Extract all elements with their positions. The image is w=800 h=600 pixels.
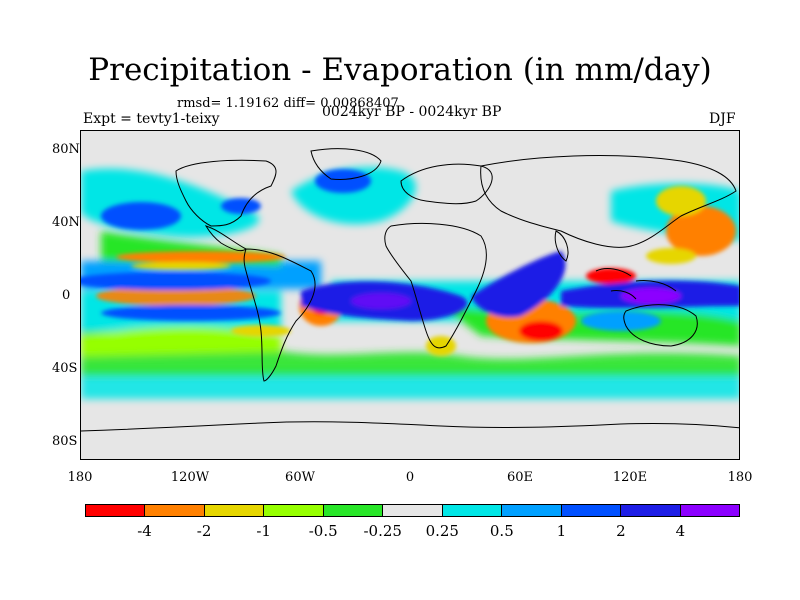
maritime-islands-outline xyxy=(595,268,677,300)
colorbar-swatch-1 xyxy=(145,505,205,516)
antarctica-outline xyxy=(81,421,739,432)
colorbar-swatch-2 xyxy=(204,505,265,516)
colorbar xyxy=(85,504,740,517)
colorbar-swatch-10 xyxy=(680,505,739,516)
colorbar-label-5: 0.25 xyxy=(425,522,459,540)
lon-label-60w: 60W xyxy=(285,470,315,485)
colorbar-label-8: 2 xyxy=(616,522,626,540)
colorbar-swatch-5 xyxy=(383,505,443,516)
colorbar-label-7: 1 xyxy=(556,522,567,540)
europe-outline xyxy=(400,163,493,205)
lon-label-120e: 120E xyxy=(612,470,648,485)
map-svg xyxy=(81,131,739,459)
season-label: DJF xyxy=(709,111,736,127)
chart-title: Precipitation - Evaporation (in mm/day) xyxy=(88,52,712,88)
lon-label-120w: 120W xyxy=(170,470,210,485)
colorbar-swatch-9 xyxy=(621,505,681,516)
lat-label-40n: 40N xyxy=(52,215,80,230)
colorbar-swatch-7 xyxy=(502,505,562,516)
coastlines xyxy=(81,148,739,432)
colorbar-label-2: -1 xyxy=(256,522,271,540)
colorbar-swatch-4 xyxy=(323,505,384,516)
lat-label-80n: 80N xyxy=(52,142,80,157)
south-america-outline xyxy=(243,248,316,382)
india-outline xyxy=(554,230,569,262)
colorbar-label-1: -2 xyxy=(196,522,212,540)
colorbar-swatch-8 xyxy=(561,505,622,516)
colorbar-label-0: -4 xyxy=(137,522,152,540)
subtitle: 0024kyr BP - 0024kyr BP xyxy=(322,104,502,120)
lon-label-180e: 180 xyxy=(727,470,753,485)
lon-label-180w: 180 xyxy=(67,470,93,485)
lat-label-40s: 40S xyxy=(52,361,78,376)
strong-fields xyxy=(81,169,739,356)
africa-outline xyxy=(384,222,487,349)
colorbar-label-9: 4 xyxy=(675,522,686,540)
australia-outline xyxy=(623,304,698,347)
lon-label-60e: 60E xyxy=(506,470,534,485)
colorbar-label-3: -0.5 xyxy=(308,522,338,540)
stats-text: rmsd= 1.19162 diff= 0.00868407 xyxy=(177,96,399,111)
lat-label-0: 0 xyxy=(62,288,71,303)
colorbar-swatch-3 xyxy=(264,505,324,516)
lon-label-0: 0 xyxy=(405,470,415,485)
colorbar-label-6: 0.5 xyxy=(489,522,514,540)
colorbar-swatch-6 xyxy=(442,505,503,516)
experiment-label: Expt = tevty1-teixy xyxy=(83,111,220,127)
greenland-outline xyxy=(310,148,382,180)
asia-outline xyxy=(480,155,737,248)
colorbar-swatch-0 xyxy=(86,505,146,516)
lat-label-80s: 80S xyxy=(52,434,78,449)
colorbar-label-4: -0.25 xyxy=(363,522,402,540)
north-america-outline xyxy=(175,159,277,227)
map-panel xyxy=(80,130,740,460)
central-america-outline xyxy=(204,225,247,252)
